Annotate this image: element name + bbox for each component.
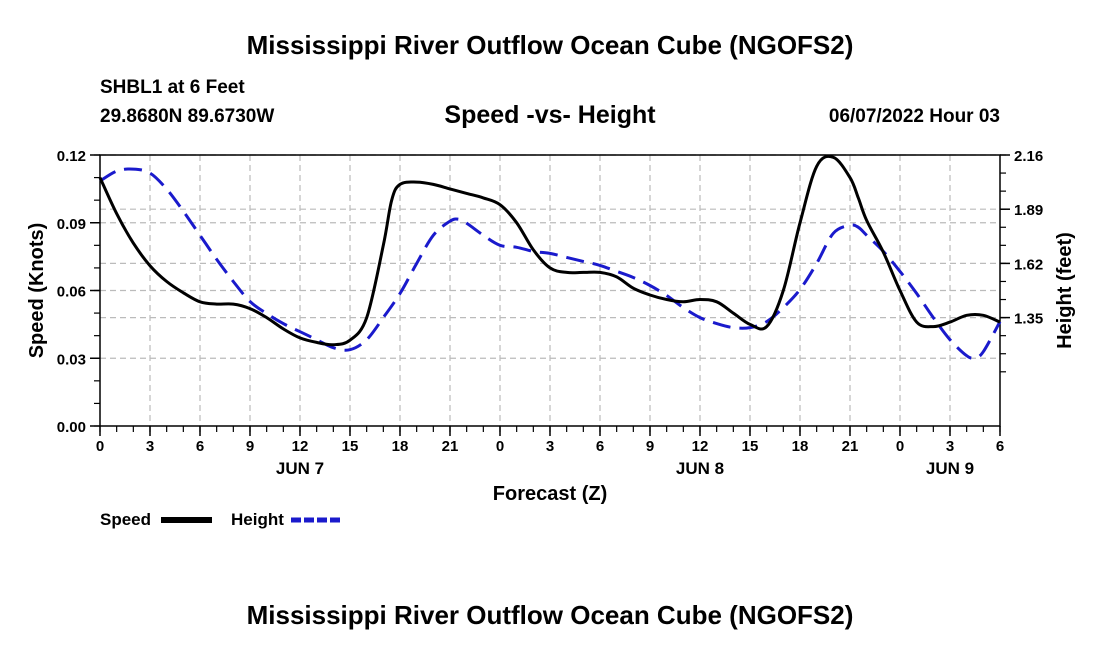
y-tick-label: 0.03 bbox=[57, 351, 86, 368]
left-axis: 0.00 0.03 0.06 0.09 0.12 bbox=[57, 148, 100, 436]
x-tick-label: 6 bbox=[596, 438, 604, 455]
y2-tick-label: 1.35 bbox=[1014, 311, 1043, 328]
station-label: SHBL1 at 6 Feet bbox=[100, 77, 245, 98]
repeated-title: Mississippi River Outflow Ocean Cube (NG… bbox=[246, 600, 854, 630]
station-coordinates: 29.8680N 89.6730W bbox=[100, 106, 275, 127]
y2-tick-label: 1.89 bbox=[1014, 202, 1043, 219]
legend-height-label: Height bbox=[231, 510, 284, 529]
chart-title: Speed -vs- Height bbox=[444, 101, 656, 129]
y-axis-label: Speed (Knots) bbox=[26, 223, 48, 359]
x-tick-label: 3 bbox=[946, 438, 954, 455]
speed-series-line bbox=[98, 154, 1001, 347]
x-tick-label: 15 bbox=[742, 438, 759, 455]
x-axis-label: Forecast (Z) bbox=[493, 483, 607, 505]
forecast-datetime: 06/07/2022 Hour 03 bbox=[828, 106, 1000, 127]
x-tick-label: 3 bbox=[546, 438, 554, 455]
x-day-label: JUN 7 bbox=[276, 459, 324, 478]
legend: Speed Height bbox=[100, 510, 342, 529]
right-axis: 1.35 1.62 1.89 2.16 bbox=[1000, 148, 1043, 373]
x-tick-label: 0 bbox=[896, 438, 904, 455]
x-tick-label: 9 bbox=[246, 438, 254, 455]
main-title: Mississippi River Outflow Ocean Cube (NG… bbox=[246, 30, 854, 60]
x-tick-label: 3 bbox=[146, 438, 154, 455]
x-tick-label: 18 bbox=[792, 438, 809, 455]
legend-speed-label: Speed bbox=[100, 510, 151, 529]
x-tick-label: 6 bbox=[196, 438, 204, 455]
y-tick-label: 0.06 bbox=[57, 284, 86, 301]
y2-tick-label: 1.62 bbox=[1014, 256, 1043, 273]
x-tick-label: 12 bbox=[292, 438, 309, 455]
y-tick-label: 0.12 bbox=[57, 148, 86, 165]
x-tick-label: 18 bbox=[392, 438, 409, 455]
y-tick-label: 0.09 bbox=[57, 216, 86, 233]
grid-lines bbox=[100, 154, 1000, 426]
x-tick-label: 21 bbox=[842, 438, 859, 455]
x-axis: 0 3 6 9 12 15 18 21 0 3 6 9 12 15 18 21 0 3 6 JUN 7 JUN 8 JUN… bbox=[96, 426, 1004, 478]
y2-axis-label: Height (feet) bbox=[1054, 232, 1076, 349]
x-day-label: JUN 9 bbox=[926, 459, 974, 478]
speed-height-chart: 0.00 0.03 0.06 0.09 0.12 1.35 1.62 1.89 2.16 0 3… bbox=[26, 148, 1076, 529]
x-tick-label: 6 bbox=[996, 438, 1004, 455]
y2-tick-label: 2.16 bbox=[1014, 148, 1043, 165]
x-tick-label: 15 bbox=[342, 438, 359, 455]
y-tick-label: 0.00 bbox=[57, 419, 86, 436]
x-day-label: JUN 8 bbox=[676, 459, 724, 478]
x-tick-label: 21 bbox=[442, 438, 459, 455]
x-tick-label: 0 bbox=[496, 438, 504, 455]
x-tick-label: 9 bbox=[646, 438, 654, 455]
x-tick-label: 12 bbox=[692, 438, 709, 455]
height-series-line bbox=[99, 167, 1002, 360]
x-tick-label: 0 bbox=[96, 438, 104, 455]
